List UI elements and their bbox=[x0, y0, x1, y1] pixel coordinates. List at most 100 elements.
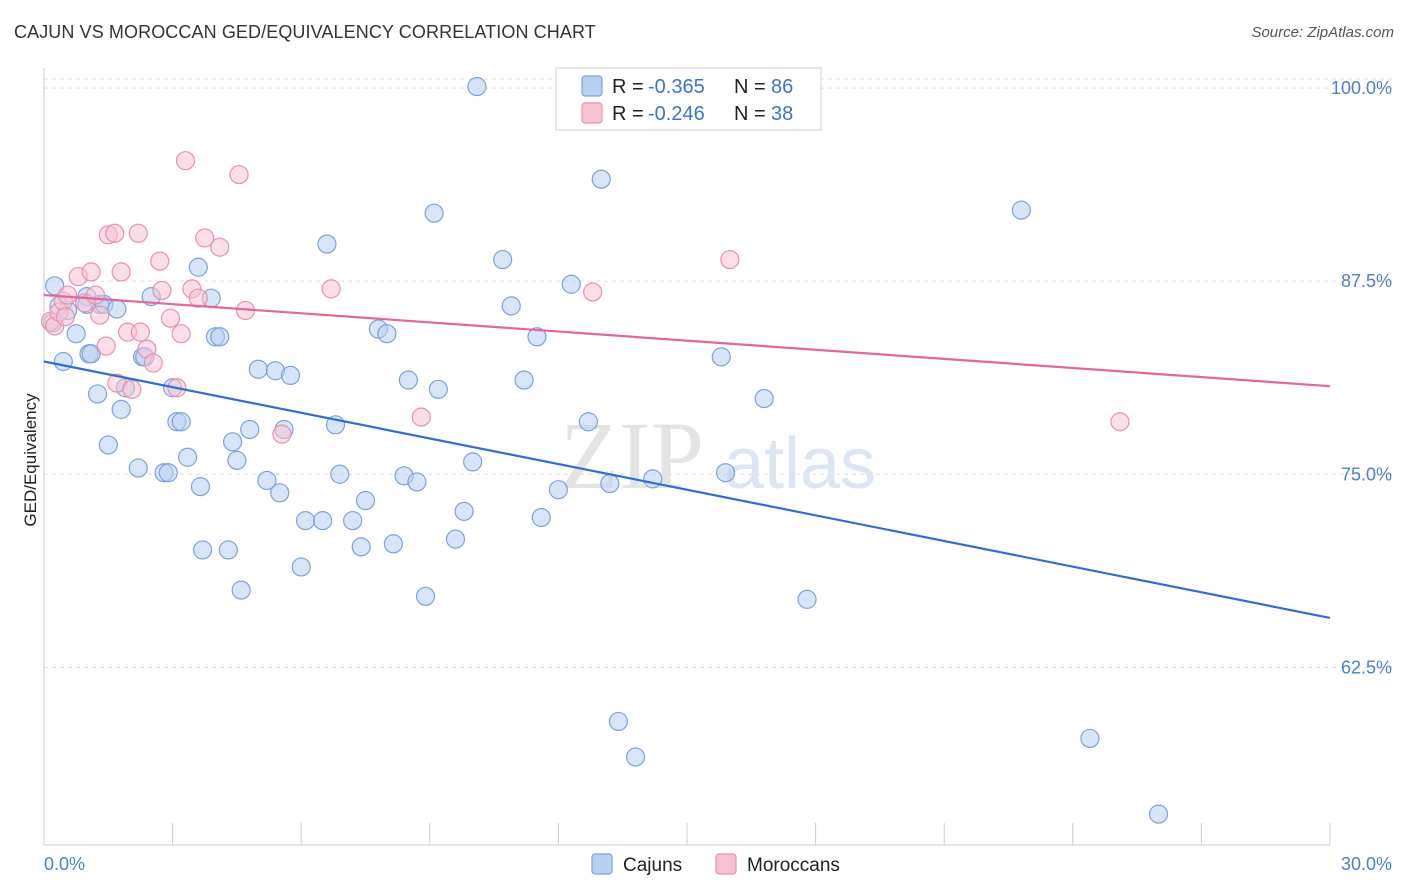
moroccan-point bbox=[143, 353, 163, 373]
legend-swatch-moroccans bbox=[715, 853, 737, 875]
cajun-point bbox=[445, 529, 466, 549]
legend-swatch-moroccans bbox=[581, 102, 603, 124]
cajun-point bbox=[227, 450, 247, 470]
legend-r-label: R = bbox=[612, 76, 649, 98]
moroccan-point bbox=[130, 322, 151, 342]
cajun-point bbox=[463, 452, 483, 472]
cajun-point bbox=[178, 447, 198, 467]
cajun-point bbox=[561, 274, 581, 294]
cajun-point bbox=[248, 359, 268, 379]
legend-row-cajuns: R = -0.365 N = 86 bbox=[612, 76, 793, 98]
cajun-point bbox=[98, 435, 118, 455]
cajun-point bbox=[578, 412, 599, 432]
cajun-point bbox=[158, 463, 178, 483]
cajun-point bbox=[377, 324, 397, 344]
moroccan-point bbox=[210, 237, 230, 257]
axes bbox=[43, 68, 1331, 846]
cajun-point bbox=[223, 432, 243, 452]
legend-label-moroccans: Moroccans bbox=[747, 855, 840, 876]
legend-r-value: -0.246 bbox=[648, 103, 705, 125]
moroccan-point bbox=[57, 285, 78, 305]
cajun-point bbox=[355, 490, 376, 511]
cajun-point bbox=[240, 419, 260, 440]
legend-n-label: N = bbox=[734, 76, 771, 98]
cajun-point bbox=[107, 299, 127, 319]
cajun-point bbox=[111, 399, 131, 419]
cajun-point bbox=[1011, 200, 1031, 220]
moroccan-trend-line bbox=[43, 293, 1331, 388]
cajun-trend-line bbox=[43, 360, 1331, 620]
legend-r-value: -0.365 bbox=[648, 76, 705, 98]
cajun-point bbox=[190, 477, 211, 497]
moroccan-point bbox=[150, 251, 170, 271]
moroccan-point bbox=[411, 407, 431, 427]
cajun-point bbox=[193, 540, 213, 560]
moroccan-point bbox=[272, 424, 292, 444]
moroccan-point bbox=[90, 305, 110, 325]
legend-n-value: 86 bbox=[771, 76, 793, 98]
moroccan-point bbox=[152, 280, 172, 301]
moroccan-point bbox=[105, 223, 125, 243]
cajun-point bbox=[128, 458, 148, 478]
cajun-point bbox=[424, 203, 444, 223]
cajun-point bbox=[210, 327, 230, 347]
cajun-point bbox=[608, 711, 629, 732]
cajun-point bbox=[218, 540, 238, 560]
chart-title: CAJUN VS MOROCCAN GED/EQUIVALENCY CORREL… bbox=[14, 22, 596, 42]
cajun-point bbox=[66, 324, 86, 344]
x-tick-labels: 0.0% 30.0% bbox=[44, 854, 1392, 874]
legend-n-label: N = bbox=[734, 103, 771, 125]
cajun-point bbox=[428, 379, 448, 399]
moroccan-point bbox=[583, 282, 603, 302]
y-tick-label: 87.5% bbox=[1341, 271, 1392, 291]
cajun-point bbox=[343, 511, 363, 531]
cajun-point bbox=[351, 537, 371, 557]
cajun-point bbox=[317, 234, 337, 254]
cajun-point bbox=[53, 351, 73, 372]
moroccan-point bbox=[321, 279, 341, 299]
cajun-point bbox=[330, 464, 350, 484]
cajun-point bbox=[398, 370, 418, 390]
source-label: Source: ZipAtlas.com bbox=[1251, 24, 1394, 41]
cajun-point bbox=[171, 412, 191, 432]
cajun-point bbox=[383, 534, 403, 554]
moroccan-point bbox=[195, 228, 215, 248]
cajun-point bbox=[270, 483, 290, 503]
cajun-point bbox=[754, 388, 774, 409]
moroccan-point bbox=[175, 151, 196, 171]
cajun-point bbox=[231, 580, 251, 600]
moroccan-point bbox=[55, 307, 76, 327]
legend-row-moroccans: R = -0.246 N = 38 bbox=[612, 103, 793, 125]
legend-n-value: 38 bbox=[771, 103, 793, 125]
y-tick-label: 75.0% bbox=[1341, 464, 1392, 484]
cajun-point bbox=[313, 511, 333, 531]
moroccan-point bbox=[96, 336, 116, 356]
cajun-point bbox=[531, 507, 551, 528]
cajun-point bbox=[295, 511, 316, 531]
cajun-point bbox=[415, 586, 436, 606]
cajun-point bbox=[87, 384, 108, 404]
moroccan-point bbox=[111, 262, 131, 282]
legend-swatch-cajuns bbox=[591, 853, 613, 875]
y-tick-labels: 62.5% 75.0% 87.5% 100.0% bbox=[1331, 78, 1392, 677]
cajun-point bbox=[527, 327, 547, 347]
moroccan-point bbox=[122, 379, 142, 399]
cajun-point bbox=[1080, 728, 1100, 749]
cajun-point bbox=[591, 169, 611, 189]
cajun-point bbox=[188, 257, 208, 277]
cajun-point bbox=[454, 501, 474, 521]
moroccan-point bbox=[81, 262, 101, 282]
watermark: ZIP atlas bbox=[560, 402, 876, 509]
cajun-point bbox=[625, 747, 646, 767]
cajun-point bbox=[548, 480, 569, 500]
trend-lines bbox=[43, 293, 1331, 620]
series-legend: Cajuns Moroccans bbox=[591, 853, 840, 876]
data-points bbox=[40, 76, 1169, 824]
moroccan-point bbox=[85, 285, 106, 305]
moroccan-point bbox=[720, 249, 740, 270]
cajun-point bbox=[600, 473, 620, 494]
moroccan-point bbox=[229, 164, 249, 185]
y-tick-label: 62.5% bbox=[1341, 657, 1392, 677]
cajun-point bbox=[797, 589, 817, 609]
